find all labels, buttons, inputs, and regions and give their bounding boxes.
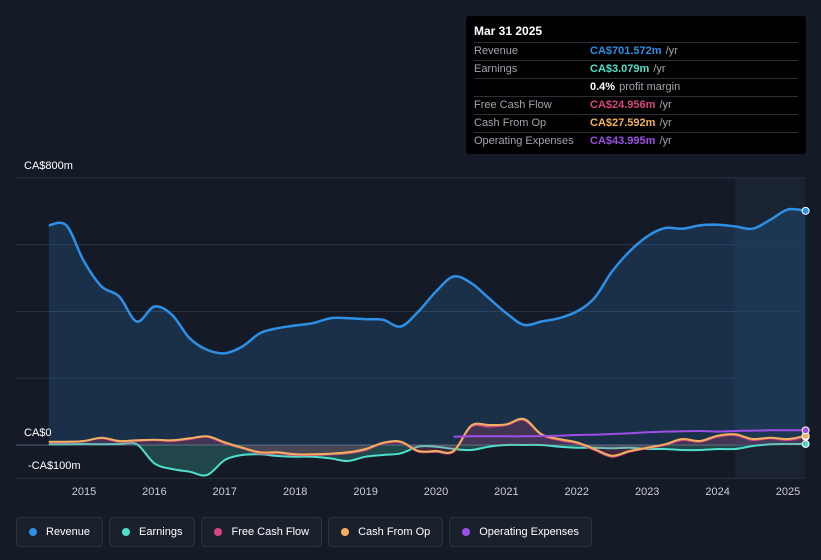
tooltip-row-value: CA$27.592m	[590, 117, 656, 129]
tooltip-row-value: CA$24.956m	[590, 99, 656, 111]
tooltip-row-unit: /yr	[653, 63, 666, 75]
earnings-line	[48, 441, 806, 477]
x-axis: 2015 2016 2017 2018 2019 2020 2021 2022 2023 2024…	[72, 486, 800, 498]
x-tick-label: 2020	[424, 486, 448, 498]
x-tick-label: 2017	[213, 486, 237, 498]
x-tick-label: 2022	[565, 486, 589, 498]
legend-label: Operating Expenses	[479, 526, 579, 538]
tooltip-row-unit: profit margin	[619, 81, 681, 93]
chart-legend: Revenue Earnings Free Cash Flow Cash From O…	[16, 517, 592, 547]
tooltip-row: Revenue CA$701.572m/yr	[474, 42, 798, 60]
legend-label: Free Cash Flow	[231, 526, 310, 538]
tooltip-row: Operating Expenses CA$43.995m/yr	[474, 132, 798, 150]
y-axis-zero-label: CA$0	[24, 427, 52, 439]
legend-item-cash-from-op[interactable]: Cash From Op	[328, 517, 444, 547]
x-tick-label: 2018	[283, 486, 307, 498]
tooltip-row-value: CA$43.995m	[590, 135, 656, 147]
tooltip-row-unit: /yr	[659, 135, 672, 147]
legend-label: Earnings	[139, 526, 183, 538]
revenue-end-point	[801, 206, 810, 215]
legend-dot-icon	[341, 528, 350, 536]
tooltip-row-label	[474, 79, 590, 96]
tooltip-date: Mar 31 2025	[474, 24, 543, 38]
free-cash-flow-area	[48, 419, 806, 457]
tooltip-row-value: 0.4%	[590, 81, 616, 93]
x-tick-label: 2015	[72, 486, 96, 498]
tooltip-row-value: CA$701.572m	[590, 45, 662, 57]
tooltip-row-unit: /yr	[659, 117, 672, 129]
x-tick-label: 2025	[776, 486, 800, 498]
revenue-line	[48, 207, 806, 355]
x-tick-label: 2016	[142, 486, 166, 498]
legend-item-operating-expenses[interactable]: Operating Expenses	[449, 517, 592, 547]
legend-item-earnings[interactable]: Earnings	[109, 517, 196, 547]
tooltip-row: Earnings CA$3.079m/yr	[474, 60, 798, 78]
operating-expenses-end-point	[801, 426, 810, 435]
series-layer	[48, 206, 810, 477]
x-tick-label: 2021	[494, 486, 518, 498]
tooltip-row-value: CA$3.079m	[590, 63, 650, 75]
x-tick-label: 2024	[705, 486, 729, 498]
data-tooltip: Mar 31 2025 Revenue CA$701.572m/yr Earning…	[466, 16, 806, 154]
legend-label: Revenue	[46, 526, 91, 538]
earnings-area	[48, 442, 806, 476]
tooltip-row-label: Revenue	[474, 45, 519, 57]
x-tick-label: 2019	[353, 486, 377, 498]
tooltip-row-unit: /yr	[665, 45, 678, 57]
legend-dot-icon	[29, 528, 37, 536]
legend-label: Cash From Op	[358, 526, 431, 538]
cash-from-op-line	[48, 417, 806, 457]
operating-expenses-line	[453, 429, 806, 438]
tooltip-row-label: Operating Expenses	[474, 135, 574, 147]
tooltip-row-label: Free Cash Flow	[474, 99, 552, 111]
y-axis-top-label: CA$800m	[24, 160, 73, 172]
tooltip-row-label: Cash From Op	[474, 117, 547, 129]
x-tick-label: 2023	[635, 486, 659, 498]
legend-dot-icon	[122, 528, 131, 536]
legend-dot-icon	[214, 528, 223, 536]
legend-item-free-cash-flow[interactable]: Free Cash Flow	[201, 517, 323, 547]
legend-dot-icon	[462, 528, 471, 536]
y-axis-bottom-label: -CA$100m	[28, 460, 81, 472]
tooltip-row-unit: /yr	[659, 99, 672, 111]
tooltip-row: 0.4% profit margin	[474, 78, 798, 96]
tooltip-row: Cash From Op CA$27.592m/yr	[474, 114, 798, 132]
tooltip-row: Free Cash Flow CA$24.956m/yr	[474, 96, 798, 114]
legend-item-revenue[interactable]: Revenue	[16, 517, 104, 547]
tooltip-row-label: Earnings	[474, 63, 518, 75]
revenue-area	[48, 208, 806, 445]
